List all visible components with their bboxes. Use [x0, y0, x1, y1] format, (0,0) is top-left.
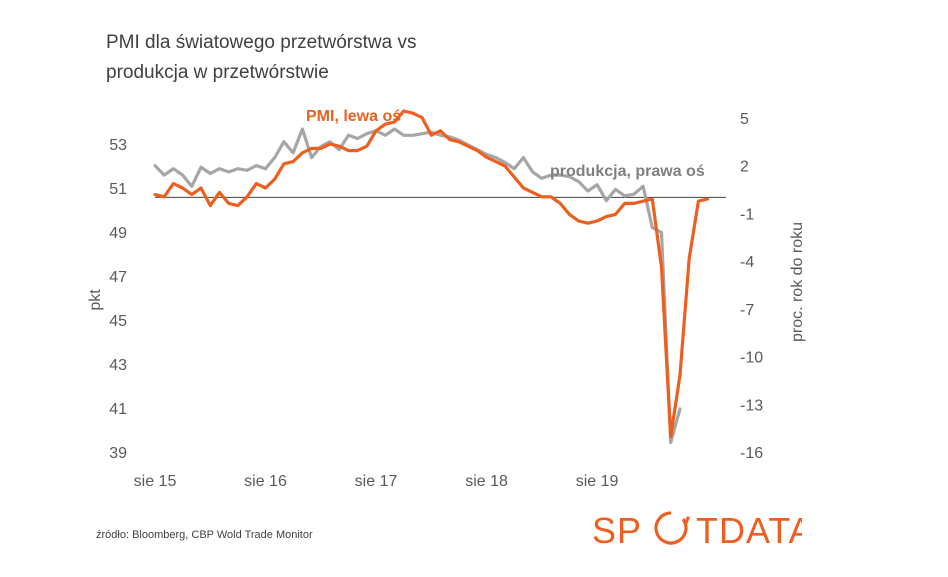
logo-o-mark	[654, 511, 690, 545]
series-layer	[153, 109, 710, 445]
left-y-tick-label: 53	[109, 137, 127, 154]
svg-text:SP: SP	[592, 510, 642, 551]
right-y-tick-label: -1	[740, 206, 754, 223]
right-y-axis: -16 -13 -10 -7 -4 -1 2 5	[740, 111, 763, 462]
right-y-tick-label: 5	[740, 111, 749, 128]
production-series-label: produkcja, prawa oś	[550, 163, 705, 180]
svg-text:TDATA: TDATA	[696, 510, 802, 551]
left-y-tick-label: 47	[109, 269, 127, 286]
pmi-series-line	[153, 109, 710, 439]
right-axis-title: proc. rok do roku	[789, 222, 806, 342]
series-labels: PMI, lewa oś produkcja, prawa oś	[306, 108, 705, 180]
left-y-tick-label: 45	[109, 313, 127, 330]
source-note: źródło: Bloomberg, CBP Wold Trade Monito…	[96, 529, 313, 541]
axis-titles: pkt proc. rok do roku	[87, 222, 806, 342]
pmi-series-label: PMI, lewa oś	[306, 108, 401, 125]
x-axis: sie 15 sie 16 sie 17 sie 18 sie 19	[134, 473, 619, 490]
chart-title-line-2: produkcja w przetwórstwie	[106, 62, 329, 83]
production-series-line	[153, 127, 682, 445]
right-y-tick-label: -4	[740, 254, 754, 271]
left-y-tick-label: 43	[109, 357, 127, 374]
left-y-tick-label: 51	[109, 181, 127, 198]
right-y-tick-label: -10	[740, 350, 763, 367]
spotdata-logo: SP TDATA	[592, 510, 802, 551]
left-axis-title: pkt	[87, 289, 104, 311]
x-tick-label: sie 19	[576, 473, 619, 490]
left-y-axis: 39 41 43 45 47 49 51 53	[109, 137, 127, 462]
x-tick-label: sie 15	[134, 473, 177, 490]
right-y-tick-label: -16	[740, 445, 763, 462]
right-y-tick-label: 2	[740, 159, 749, 176]
left-y-tick-label: 41	[109, 401, 127, 418]
left-y-tick-label: 39	[109, 445, 127, 462]
right-y-tick-label: -13	[740, 397, 763, 414]
x-tick-label: sie 16	[244, 473, 287, 490]
chart-title-line-1: PMI dla światowego przetwórstwa vs	[106, 32, 417, 53]
chart-title: PMI dla światowego przetwórstwa vs produ…	[106, 28, 566, 88]
left-y-tick-label: 49	[109, 225, 127, 242]
right-y-tick-label: -7	[740, 302, 754, 319]
x-tick-label: sie 17	[355, 473, 398, 490]
x-tick-label: sie 18	[465, 473, 508, 490]
